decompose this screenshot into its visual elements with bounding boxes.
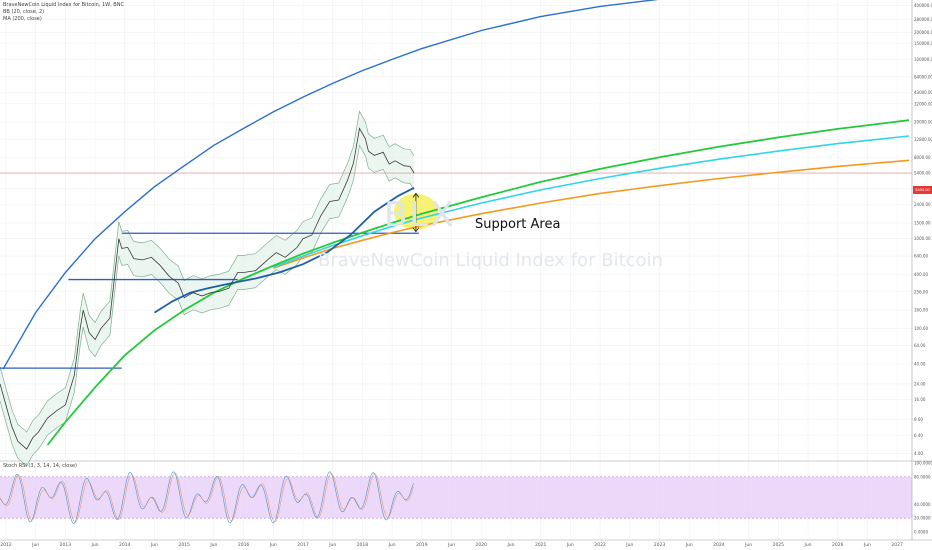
x-tick-label: 2019	[416, 542, 428, 548]
y-tick-label: 6.40	[914, 433, 923, 438]
x-tick-label: 2024	[713, 542, 725, 548]
y-tick-label: 200000.00	[914, 30, 932, 35]
y-tick-label: 64.00	[914, 343, 926, 348]
x-tick-label: 2017	[297, 542, 309, 548]
symbol-title: BraveNewCoin Liquid Index for Bitcoin, 1…	[3, 2, 124, 8]
x-tick-label: 2021	[535, 542, 547, 548]
x-tick-label: 2015	[178, 542, 190, 548]
x-tick-label: Jun	[209, 542, 217, 548]
ma200-line	[154, 186, 415, 314]
y-tick-label: 1000.00	[914, 236, 931, 241]
y-tick-label: 4.00	[914, 451, 923, 456]
x-tick-label: Jun	[744, 542, 752, 548]
y-tick-label: 12800.00	[914, 137, 932, 142]
last-price-badge: 5400.00	[913, 186, 932, 194]
oscillator-panel: 100.0000 80.0000 40.0000 20.0000 0.0000	[0, 461, 932, 535]
y-tick-label: 400.00	[914, 272, 928, 277]
price-line	[0, 127, 415, 450]
y-tick-label: 100000.00	[914, 57, 932, 62]
y-tick-label: 8000.00	[914, 155, 931, 160]
oscillator-tick-label: 20.0000	[914, 516, 931, 521]
oscillator-tick-label: 40.0000	[914, 502, 931, 507]
x-tick-label: 2020	[476, 542, 488, 548]
y-tick-label: 5400.00	[914, 171, 931, 176]
oscillator-tick-label: 0.0000	[914, 530, 928, 535]
x-tick-label: Jun	[269, 542, 277, 548]
x-tick-label: 2013	[60, 542, 72, 548]
watermark-ticker: BLX	[384, 195, 456, 235]
x-tick-label: 2018	[357, 542, 369, 548]
chart-legend: BraveNewCoin Liquid Index for Bitcoin, 1…	[3, 2, 124, 23]
y-tick-label: 2400.00	[914, 202, 931, 207]
y-axis: 400000.00 280000.00 200000.00 150000.00 1000…	[911, 0, 932, 540]
indicator-bb-label: BB (20, close, 2)	[3, 9, 45, 15]
x-tick-label: Jun	[388, 542, 396, 548]
x-tick-label: Jun	[150, 542, 158, 548]
oscillator-tick-label: 100.0000	[914, 461, 932, 466]
x-axis: 2012 Jun 2013 Jun 2014 Jun 2015 Jun 2016 Jun 2017 J…	[0, 539, 932, 548]
y-tick-label: 9.60	[914, 417, 923, 422]
x-tick-label: Jun	[625, 542, 633, 548]
y-tick-label: 400000.00	[914, 3, 932, 8]
blue-arc-curve	[2, 0, 659, 370]
x-tick-label: 2014	[119, 542, 131, 548]
bollinger-lower-band	[0, 144, 415, 467]
oscillator-band	[0, 476, 912, 519]
y-tick-label: 40.00	[914, 362, 926, 367]
stoch-d-line	[0, 472, 414, 523]
price-series	[0, 127, 415, 450]
oscillator-label: Stoch RSI (3, 3, 14, 14, close)	[3, 463, 77, 469]
y-tick-label: 256.00	[914, 289, 928, 294]
y-tick-label: 32000.00	[914, 101, 932, 106]
y-tick-label: 150000.00	[914, 41, 932, 46]
oscillator-tick-label: 80.0000	[914, 474, 931, 479]
support-arrow-down	[412, 227, 420, 233]
y-tick-label: 64000.00	[914, 74, 932, 79]
x-tick-label: 2023	[654, 542, 666, 548]
x-tick-label: 2012	[0, 542, 12, 548]
x-tick-label: Jun	[863, 542, 871, 548]
x-tick-label: Jun	[685, 542, 693, 548]
x-tick-label: Jun	[31, 542, 39, 548]
y-tick-label: 280000.00	[914, 17, 932, 22]
indicator-ma-label: MA (200, close)	[3, 16, 42, 22]
y-tick-label: 100.00	[914, 326, 928, 331]
orange-curve	[273, 159, 910, 269]
bollinger-upper-band	[0, 110, 415, 433]
x-tick-label: 2026	[832, 542, 844, 548]
y-tick-label: 1500.00	[914, 220, 931, 225]
x-tick-label: Jun	[447, 542, 455, 548]
support-arrow-up	[412, 192, 420, 198]
watermark-name: BraveNewCoin Liquid Index for Bitcoin	[318, 250, 663, 271]
x-tick-label: Jun	[506, 542, 514, 548]
y-tick-label: 640.00	[914, 254, 928, 259]
y-tick-label: 24.00	[914, 381, 926, 386]
x-tick-label: 2025	[773, 542, 785, 548]
x-tick-label: Jun	[91, 542, 99, 548]
trend-curves	[2, 0, 910, 446]
stoch-k-line	[0, 471, 414, 524]
y-tick-label: 43000.00	[914, 90, 932, 95]
x-tick-label: Jun	[804, 542, 812, 548]
support-arrow	[412, 192, 420, 233]
y-tick-label: 16.00	[914, 397, 926, 402]
y-tick-label: 20000.00	[914, 120, 932, 125]
x-tick-label: 2016	[238, 542, 250, 548]
y-tick-label: 160.00	[914, 308, 928, 313]
x-tick-label: 2022	[594, 542, 606, 548]
x-tick-label: 2027	[891, 542, 903, 548]
x-tick-label: Jun	[566, 542, 574, 548]
x-tick-label: Jun	[328, 542, 336, 548]
support-area-label: Support Area	[475, 217, 561, 232]
